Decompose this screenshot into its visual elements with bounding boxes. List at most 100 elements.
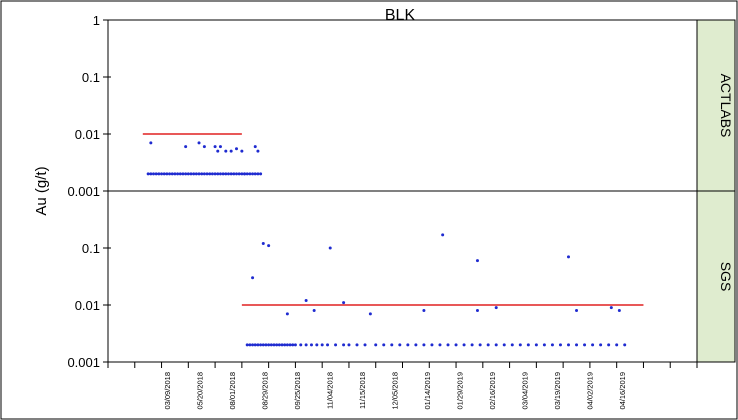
x-tick-label: 02/16/2019 <box>488 372 497 410</box>
actlabs-data-point <box>248 172 252 176</box>
chart-title: BLK <box>385 7 416 24</box>
actlabs-data-point <box>229 149 233 153</box>
sgs-data-point <box>280 343 284 347</box>
sgs-data-point <box>454 343 458 347</box>
actlabs-data-point <box>245 172 249 176</box>
actlabs-data-point <box>152 172 156 176</box>
actlabs-data-point <box>192 172 196 176</box>
sgs-data-point <box>355 343 359 347</box>
sgs-data-point <box>326 343 330 347</box>
sgs-data-point <box>293 343 297 347</box>
sgs-data-point <box>550 343 554 347</box>
sgs-data-point <box>363 343 367 347</box>
actlabs-data-point <box>184 172 188 176</box>
sgs-data-point <box>398 343 402 347</box>
sgs-data-point <box>609 306 613 310</box>
sgs-data-point <box>272 343 276 347</box>
y-tick-label: 0.1 <box>82 70 100 85</box>
sgs-data-point <box>494 343 498 347</box>
sgs-strip <box>696 190 736 363</box>
sgs-data-point <box>275 343 279 347</box>
sgs-data-point <box>430 343 434 347</box>
actlabs-data-point <box>213 145 217 149</box>
x-tick-label: 08/01/2018 <box>228 372 237 410</box>
x-tick-label: 01/29/2019 <box>455 372 464 410</box>
sgs-panel-frame <box>107 190 698 363</box>
sgs-data-point <box>256 343 260 347</box>
sgs-data-point <box>617 309 621 313</box>
y-tick-label: 0.001 <box>67 355 100 370</box>
sgs-data-point <box>374 343 378 347</box>
sgs-data-point <box>422 343 426 347</box>
sgs-data-point <box>494 306 498 310</box>
x-tick-label: 03/09/2018 <box>163 372 172 410</box>
actlabs-data-point <box>253 145 257 149</box>
actlabs-data-point <box>186 172 190 176</box>
sgs-data-point <box>368 312 372 316</box>
actlabs-data-point <box>205 172 209 176</box>
actlabs-data-point <box>197 141 201 145</box>
actlabs-data-point <box>157 172 161 176</box>
actlabs-data-point <box>149 172 153 176</box>
sgs-data-point <box>315 343 319 347</box>
actlabs-data-point <box>240 149 244 153</box>
actlabs-data-point <box>235 147 239 151</box>
actlabs-panel-frame <box>107 19 698 192</box>
sgs-data-point <box>312 309 316 313</box>
x-tick-label: 11/04/2018 <box>325 372 334 409</box>
actlabs-data-point <box>221 172 225 176</box>
y-axis-label: Au (g/t) <box>33 166 50 215</box>
sgs-data-point <box>475 309 479 313</box>
sgs-data-point <box>299 343 303 347</box>
y-tick-label: 0.001 <box>67 184 100 199</box>
sgs-data-point <box>253 343 257 347</box>
actlabs-data-point <box>226 172 230 176</box>
actlabs-data-point <box>229 172 233 176</box>
sgs-data-point <box>475 259 479 263</box>
sgs-data-point <box>558 343 562 347</box>
actlabs-data-point <box>146 172 150 176</box>
actlabs-data-point <box>160 172 164 176</box>
sgs-data-point <box>566 255 570 259</box>
actlabs-data-point <box>202 145 206 149</box>
sgs-data-point <box>534 343 538 347</box>
y-tick-label: 1 <box>93 13 100 28</box>
actlabs-data-point <box>235 172 239 176</box>
y-tick-label: 0.1 <box>82 241 100 256</box>
actlabs-data-point <box>256 149 260 153</box>
sgs-data-point <box>342 301 346 305</box>
sgs-data-point <box>320 343 324 347</box>
sgs-data-point <box>291 343 295 347</box>
x-tick-label: 04/16/2019 <box>618 372 627 410</box>
sgs-data-point <box>267 244 271 248</box>
actlabs-data-point <box>259 172 263 176</box>
actlabs-data-point <box>197 172 201 176</box>
actlabs-data-point <box>149 141 153 145</box>
sgs-data-point <box>583 343 587 347</box>
sgs-data-point <box>259 343 263 347</box>
sgs-data-point <box>607 343 611 347</box>
sgs-data-point <box>342 343 346 347</box>
sgs-data-point <box>502 343 506 347</box>
actlabs-data-point <box>253 172 257 176</box>
x-tick-label: 03/19/2019 <box>553 372 562 410</box>
sgs-data-point <box>288 343 292 347</box>
actlabs-data-point <box>178 172 182 176</box>
sgs-data-point <box>334 343 338 347</box>
sgs-data-point <box>615 343 619 347</box>
sgs-strip-label: SGS <box>718 262 734 292</box>
actlabs-data-point <box>168 172 172 176</box>
x-tick-label: 11/15/2018 <box>358 372 367 409</box>
sgs-data-point <box>422 309 426 313</box>
sgs-data-point <box>328 246 332 250</box>
actlabs-data-point <box>251 172 255 176</box>
sgs-data-point <box>248 343 252 347</box>
sgs-data-point <box>264 343 268 347</box>
sgs-data-point <box>414 343 418 347</box>
actlabs-data-point <box>237 172 241 176</box>
x-tick-label: 08/29/2018 <box>260 372 269 410</box>
actlabs-data-point <box>194 172 198 176</box>
actlabs-data-point <box>210 172 214 176</box>
sgs-data-point <box>304 298 308 302</box>
